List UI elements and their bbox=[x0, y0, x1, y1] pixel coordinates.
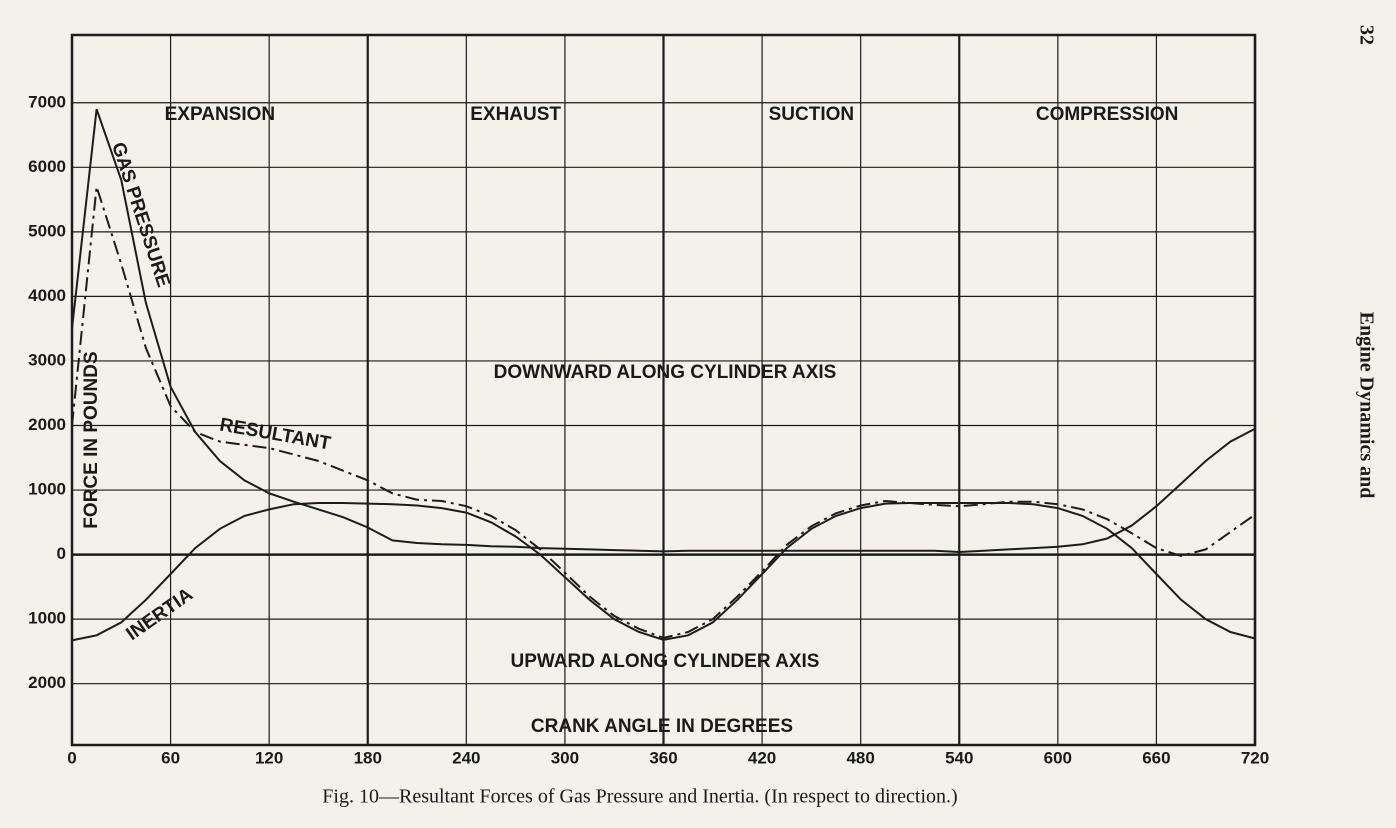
x-axis-label: CRANK ANGLE IN DEGREES bbox=[531, 716, 793, 737]
x-tick-label: 120 bbox=[255, 748, 283, 767]
phase-label: EXHAUST bbox=[470, 104, 561, 125]
x-tick-label: 0 bbox=[67, 748, 76, 767]
y-tick-label: 1000 bbox=[28, 609, 66, 628]
phase-label: SUCTION bbox=[769, 104, 855, 125]
x-tick-label: 600 bbox=[1044, 748, 1072, 767]
x-tick-label: 480 bbox=[846, 748, 874, 767]
x-tick-label: 420 bbox=[748, 748, 776, 767]
series-line bbox=[71, 186, 1256, 639]
y-tick-label: 3000 bbox=[28, 350, 66, 369]
x-tick-label: 240 bbox=[452, 748, 480, 767]
y-tick-label: 5000 bbox=[28, 221, 66, 240]
y-tick-label: 0 bbox=[57, 544, 66, 563]
annotation: DOWNWARD ALONG CYLINDER AXIS bbox=[494, 362, 837, 383]
phase-label: COMPRESSION bbox=[1036, 104, 1179, 125]
x-tick-label: 300 bbox=[551, 748, 579, 767]
series-label: INERTIA bbox=[123, 584, 198, 645]
x-tick-label: 180 bbox=[354, 748, 382, 767]
phase-label: EXPANSION bbox=[165, 104, 276, 125]
y-tick-label: 1000 bbox=[28, 480, 66, 499]
series-label: GAS PRESSURE bbox=[107, 140, 174, 290]
x-tick-label: 540 bbox=[945, 748, 973, 767]
annotation: UPWARD ALONG CYLINDER AXIS bbox=[511, 651, 820, 672]
series-line bbox=[71, 108, 1256, 554]
x-tick-label: 60 bbox=[161, 748, 180, 767]
x-tick-label: 360 bbox=[649, 748, 677, 767]
y-tick-label: 7000 bbox=[28, 92, 66, 111]
running-head: Engine Dynamics and bbox=[1355, 312, 1377, 499]
y-tick-label: 2000 bbox=[28, 415, 66, 434]
y-tick-label: 4000 bbox=[28, 286, 66, 305]
page-number: 32 bbox=[1355, 25, 1377, 45]
x-tick-label: 720 bbox=[1241, 748, 1269, 767]
y-axis-label: FORCE IN POUNDS bbox=[81, 351, 102, 528]
y-tick-label: 2000 bbox=[28, 673, 66, 692]
y-tick-label: 6000 bbox=[28, 157, 66, 176]
x-tick-label: 660 bbox=[1142, 748, 1170, 767]
series-line bbox=[71, 502, 1256, 642]
caption: Fig. 10—Resultant Forces of Gas Pressure… bbox=[322, 786, 957, 808]
series-label: RESULTANT bbox=[218, 414, 333, 454]
